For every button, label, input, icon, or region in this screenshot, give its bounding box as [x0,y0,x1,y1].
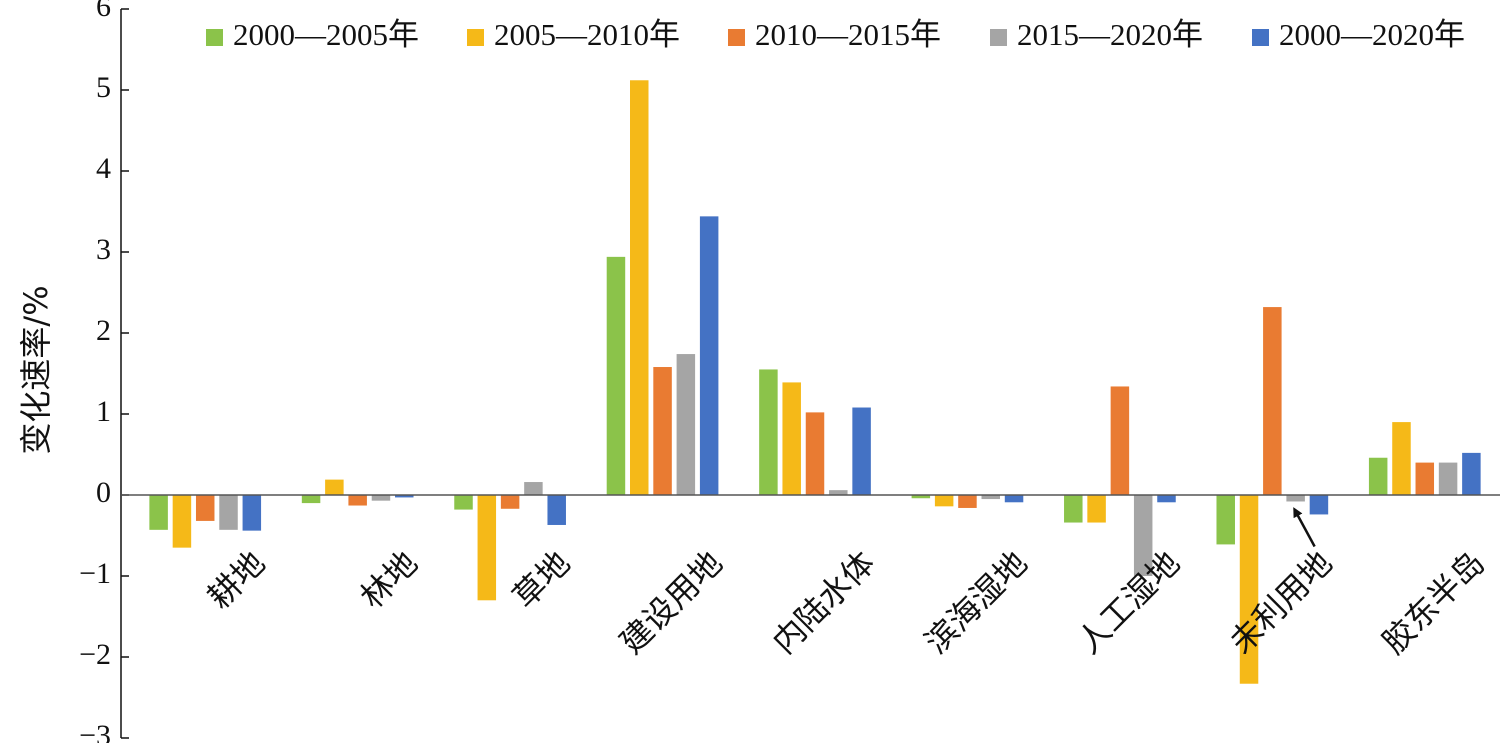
bar [1004,495,1024,503]
bar [1133,495,1153,576]
legend-label: 2005—2010年 [494,17,680,52]
category-label: 内陆水体 [765,544,882,661]
bar [782,382,801,495]
category-label: 林地 [353,544,425,616]
bar [676,354,696,495]
legend-label: 2015—2020年 [1017,17,1203,52]
category-label: 滨海湿地 [917,544,1034,661]
bar [981,495,1000,500]
y-tick-label: 5 [96,71,111,104]
bar [477,495,497,601]
bar [934,495,954,507]
y-tick-label: 0 [96,476,111,509]
bar [149,495,168,530]
bar [958,495,977,508]
bar [1415,462,1435,495]
bar [1438,462,1458,495]
bar [524,482,543,495]
legend-swatch [728,29,745,46]
legend-swatch [1252,29,1269,46]
bar [395,495,414,498]
bar [630,80,649,495]
bar [1064,495,1083,523]
y-tick-label: −3 [79,719,111,743]
bar [348,495,367,506]
y-axis-label: 变化速率/% [17,285,55,454]
bar [500,495,520,509]
bar [699,216,719,496]
bar [1087,495,1106,523]
category-label: 胶东半岛 [1375,544,1492,661]
bar [1286,495,1305,502]
y-axis: −3 −2 −1 0 1 2 3 4 5 6 [79,0,129,743]
y-tick-label: 3 [96,233,111,266]
category-labels: 耕地 林地 草地 建设用地 内陆水体 滨海湿地 人工湿地 未利用地 胶东半岛 [200,544,1492,661]
bar [852,407,871,495]
category-label: 耕地 [200,544,272,616]
bar [219,495,238,530]
bars [149,80,1481,684]
bar [1216,495,1235,545]
bar [195,495,215,521]
y-tick-label: 4 [96,152,111,185]
bar [606,256,626,495]
bar [1392,422,1411,495]
bar [759,369,778,495]
annotation-arrow [1293,507,1316,548]
bar [242,495,262,531]
bar [1462,452,1481,495]
bar [1368,457,1388,495]
bar [454,495,473,510]
bar [371,495,391,501]
category-label: 人工湿地 [1070,544,1187,661]
legend-swatch [206,29,223,46]
y-tick-label: −1 [79,557,111,590]
y-tick-label: −2 [79,638,111,671]
legend-label: 2010—2015年 [755,17,941,52]
bar [1309,495,1329,515]
bar [172,495,192,548]
category-label: 建设用地 [612,544,729,661]
legend-swatch [467,29,484,46]
bar [1157,495,1176,503]
bar [1263,307,1282,495]
y-tick-label: 6 [96,0,111,23]
legend: 2000—2005年 2005—2010年 2010—2015年 2015—2020年… [206,17,1465,52]
bar [805,412,825,495]
bar [325,479,344,495]
bar [547,495,566,525]
legend-swatch [990,29,1007,46]
bar [829,490,848,495]
bar [1239,495,1259,684]
annotations [1293,507,1316,548]
bar [1110,386,1130,495]
category-label: 草地 [505,544,577,616]
bar [911,495,931,499]
bar [653,367,672,495]
legend-label: 2000—2005年 [233,17,419,52]
y-tick-label: 1 [96,395,111,428]
legend-label: 2000—2020年 [1279,17,1465,52]
bar [301,495,321,504]
y-tick-label: 2 [96,314,111,347]
